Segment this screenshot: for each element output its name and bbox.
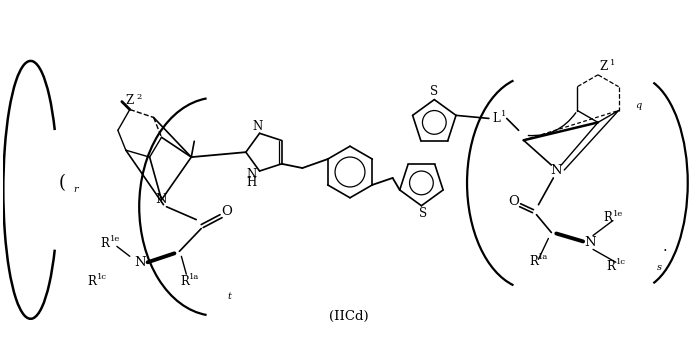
Text: H: H bbox=[247, 176, 257, 190]
Text: Z: Z bbox=[126, 94, 134, 107]
Text: R: R bbox=[603, 211, 612, 224]
Text: N: N bbox=[247, 169, 257, 182]
Text: N: N bbox=[252, 120, 263, 133]
Text: 1: 1 bbox=[610, 59, 616, 67]
Text: 1a: 1a bbox=[538, 253, 549, 261]
Text: N: N bbox=[551, 163, 562, 176]
Text: q: q bbox=[635, 101, 642, 110]
Text: 1e: 1e bbox=[110, 235, 120, 244]
Text: 1c: 1c bbox=[97, 273, 107, 281]
Text: N: N bbox=[134, 256, 145, 269]
Text: N: N bbox=[156, 193, 167, 206]
Text: 1e: 1e bbox=[613, 209, 623, 218]
Text: (: ( bbox=[59, 174, 66, 192]
Text: (IICd): (IICd) bbox=[329, 310, 369, 323]
Text: t: t bbox=[227, 292, 231, 301]
Text: 1c: 1c bbox=[616, 258, 626, 266]
Text: R: R bbox=[607, 260, 615, 273]
Text: L: L bbox=[492, 112, 500, 125]
Text: 1: 1 bbox=[501, 110, 507, 118]
Text: O: O bbox=[508, 195, 519, 208]
Text: S: S bbox=[419, 207, 428, 220]
Text: Z: Z bbox=[600, 60, 608, 73]
Text: R: R bbox=[87, 275, 96, 288]
Text: r: r bbox=[73, 185, 78, 194]
Text: R: R bbox=[180, 275, 189, 288]
Text: R: R bbox=[529, 255, 538, 268]
Text: R: R bbox=[101, 237, 110, 250]
Text: 1a: 1a bbox=[189, 273, 199, 281]
Text: S: S bbox=[431, 85, 438, 98]
Text: .: . bbox=[663, 240, 668, 254]
Text: N: N bbox=[584, 236, 596, 249]
Text: O: O bbox=[222, 205, 233, 218]
Text: 2: 2 bbox=[136, 93, 141, 100]
Text: s: s bbox=[657, 263, 662, 272]
